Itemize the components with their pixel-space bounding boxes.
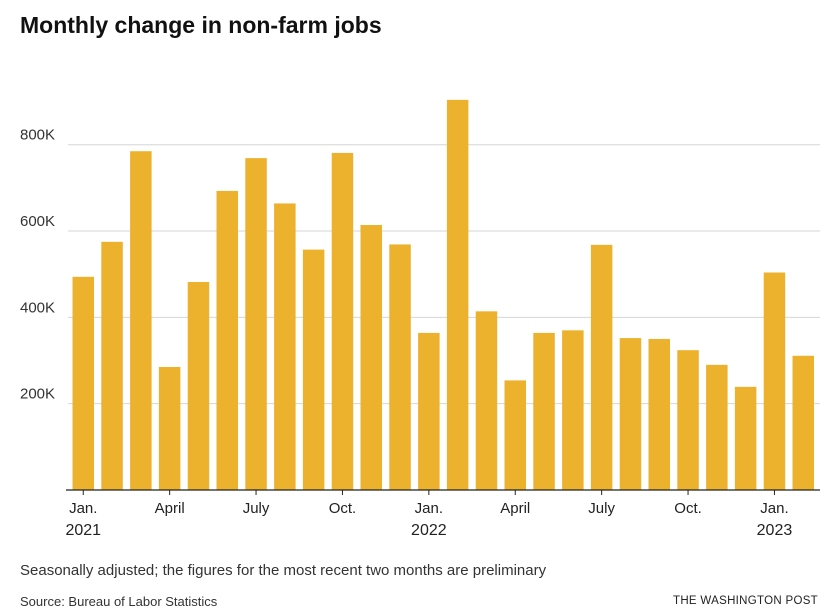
bar: Oct. 2022 xyxy=(677,350,699,490)
x-tick-label: Oct. xyxy=(329,500,357,517)
bar: Oct. 2021 xyxy=(331,152,354,491)
bar: Feb. 2023 xyxy=(792,355,814,490)
x-tick-label: April xyxy=(500,500,530,517)
bar: Feb. 2021 xyxy=(101,241,123,490)
x-tick-label: Jan. xyxy=(760,500,788,517)
y-tick-label: 600K xyxy=(20,213,55,230)
x-tick-label: Jan. xyxy=(69,500,97,517)
bar: Mar. 2022 xyxy=(475,311,498,490)
bar: Dec. 2021 xyxy=(389,244,411,490)
x-tick-year-label: 2021 xyxy=(65,522,101,539)
bar: Jul. 2022 xyxy=(590,244,613,490)
bar: May 2021 xyxy=(187,281,210,490)
x-tick-label: July xyxy=(588,500,615,517)
bar: Jun. 2022 xyxy=(562,330,584,490)
x-tick-year-label: 2023 xyxy=(757,522,793,539)
x-tick-label: July xyxy=(243,500,270,517)
bar: Sep. 2021 xyxy=(302,249,325,490)
x-tick-label: Jan. xyxy=(415,500,443,517)
bar: Jan. 2022 xyxy=(418,332,440,490)
bar: Feb. 2022 xyxy=(446,99,469,490)
bar: Aug. 2022 xyxy=(619,338,642,490)
y-tick-label: 800K xyxy=(20,127,55,144)
bar: Apr. 2022 xyxy=(504,380,526,490)
x-axis: Jan. 2021 April July Oct. Jan. 2022 April July Oc… xyxy=(65,489,820,539)
y-tick-label: 400K xyxy=(20,299,55,316)
bar: Mar. 2021 xyxy=(130,151,152,491)
bar: Nov. 2022 xyxy=(706,364,728,490)
chart-source: Source: Bureau of Labor Statistics xyxy=(20,594,218,609)
bar: Jan. 2021 xyxy=(72,276,94,490)
bar: Apr. 2021 xyxy=(158,367,181,490)
bar: Jul. 2021 xyxy=(245,158,267,490)
x-tick-label: Oct. xyxy=(674,500,702,517)
bar: Aug. 2021 xyxy=(274,203,296,490)
bar: May 2022 xyxy=(533,332,555,490)
bar: Jan. 2023 xyxy=(763,272,786,490)
bar: Jun. 2021 xyxy=(216,190,238,491)
chart-title: Monthly change in non-farm jobs xyxy=(20,12,382,38)
publisher-credit: THE WASHINGTON POST xyxy=(673,595,818,607)
y-tick-label: 200K xyxy=(20,386,55,403)
x-tick-label: April xyxy=(155,500,185,517)
bars: Jan. 2021 Feb. 2021 Mar. 2021 Apr. 2021 May … xyxy=(72,99,814,491)
bar-chart: 200K 400K 600K 800K Jan. 2021 Feb. 2021 Mar. … xyxy=(20,99,820,539)
x-tick-year-label: 2022 xyxy=(411,522,447,539)
bar: Sep. 2022 xyxy=(648,338,670,490)
gridlines: 200K 400K 600K 800K xyxy=(20,127,820,405)
chart-note: Seasonally adjusted; the figures for the… xyxy=(20,562,547,579)
bar: Dec. 2022 xyxy=(734,386,757,490)
bar: Nov. 2021 xyxy=(360,225,382,490)
